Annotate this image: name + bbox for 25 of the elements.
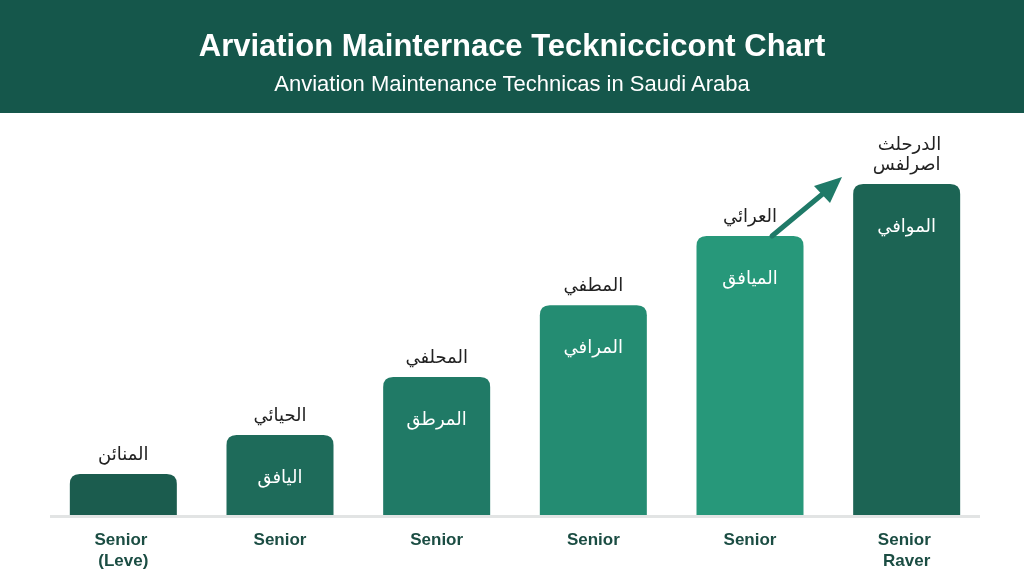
annotation: المنائن — [98, 442, 149, 465]
bar — [539, 305, 647, 515]
annotation: المطفي — [563, 274, 624, 297]
chart-title: Arviation Mainternace Teckniccicont Chart — [198, 28, 826, 63]
bar — [853, 184, 961, 515]
chart-subtitle: Anviation Maintenance Technicas in Saudi Araba — [274, 71, 751, 96]
bar — [226, 434, 334, 515]
annotation: الميافق — [722, 266, 778, 289]
bar — [383, 376, 491, 515]
x-tick-label: Senior — [410, 530, 464, 549]
annotation: المرطق — [406, 407, 467, 430]
annotation: اليافق — [257, 465, 303, 488]
annotation: العرائي — [722, 204, 778, 227]
annotation: الموافي — [877, 215, 937, 237]
annotation: المحلفي — [405, 345, 468, 368]
x-tick-label: Senior — [723, 530, 777, 549]
text: الدرحلث اصرلفس — [872, 133, 942, 175]
x-tick-label: Senior — [253, 530, 307, 549]
annotation: الحيائي — [253, 403, 307, 426]
x-tick-label: Senior — [566, 530, 621, 549]
x-tick-label: Senior Raver — [877, 530, 936, 570]
bar — [69, 473, 177, 515]
annotation: المرافي — [563, 336, 624, 359]
x-tick-label: Senior (Leve) — [94, 530, 153, 570]
bar — [696, 235, 804, 515]
